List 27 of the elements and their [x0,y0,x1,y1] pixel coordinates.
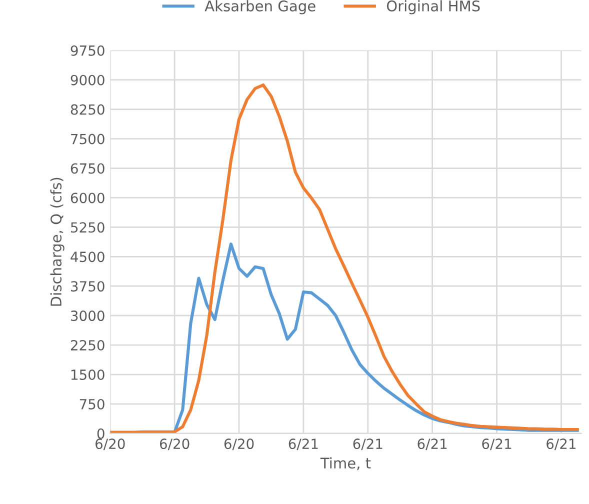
y-axis-title: Discharge, Q (cfs) [50,178,64,306]
y-tick-label: 1500 [71,369,104,380]
x-axis-title: Time, t [320,457,371,470]
y-tick-label: 5250 [71,222,104,233]
x-tick-label: 6/20 [160,438,190,450]
y-tick-label: 3000 [70,310,104,322]
y-tick-label: 6000 [70,192,104,204]
legend-label: Original HMS [386,0,480,14]
x-tick-label: 6/21 [546,438,576,450]
line-series [110,83,579,434]
x-tick-label: 6/20 [224,438,254,450]
x-tick-label: 6/21 [288,438,318,450]
y-tick-label: 9750 [70,45,104,56]
y-tick-label: 2250 [70,340,104,351]
x-tick-label: 6/20 [96,438,125,450]
x-tick-label: 6/21 [353,438,382,450]
y-tick-label: 9000 [70,74,104,86]
y-tick-label: 0 [97,428,104,439]
y-tick-label: 6750 [70,163,104,174]
legend-label: Aksarben Gage [204,0,316,14]
y-tick-label: 7500 [71,134,104,144]
x-tick-label: 6/21 [418,438,447,450]
x-tick-label: 6/21 [482,438,512,450]
y-tick-label: 8250 [70,104,104,115]
y-tick-label: 750 [80,398,104,410]
y-tick-label: 4500 [70,252,104,262]
y-tick-label: 3750 [70,281,104,292]
